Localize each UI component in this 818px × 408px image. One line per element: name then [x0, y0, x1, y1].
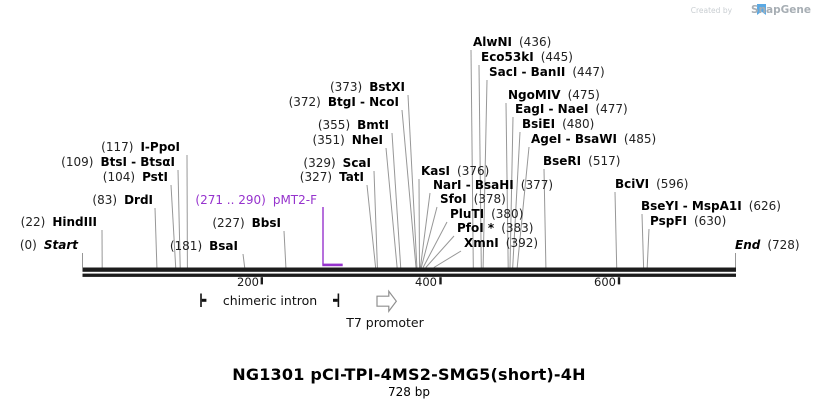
site-label-kasi[interactable]: KasI (376): [421, 164, 490, 178]
map-length: 728 bp: [388, 385, 430, 399]
site-label-nari-bsahi[interactable]: NarI - BsaHI (377): [433, 178, 554, 192]
intron-marker-left[interactable]: [200, 293, 207, 308]
t7-promoter-arrow[interactable]: [376, 289, 398, 314]
primer-label-pmt2-f[interactable]: (271 .. 290) pMT2-F: [195, 193, 317, 207]
sequence-axis: [82, 267, 736, 277]
site-label-bsiei[interactable]: BsiEI (480): [522, 117, 595, 131]
axis-tick-200: 200: [237, 274, 259, 289]
axis-ticks: [260, 277, 621, 285]
site-label-pfoi[interactable]: PfoI * (383): [457, 221, 534, 235]
site-label-bcivi[interactable]: BciVI (596): [615, 177, 689, 191]
site-label-btsi[interactable]: (109) BtsI - BtsαI: [61, 155, 175, 169]
site-label-scai[interactable]: (329) ScaI: [303, 156, 371, 170]
site-label-start[interactable]: (0) Start: [19, 238, 78, 252]
primer-bar[interactable]: [322, 263, 343, 267]
watermark-brand: SnapGene: [751, 4, 811, 16]
site-label-xmni[interactable]: XmnI (392): [464, 236, 539, 250]
intron-label[interactable]: chimeric intron: [222, 292, 318, 308]
axis-tick-400: 400: [415, 274, 437, 289]
map-title: NG1301 pCI-TPI-4MS2-SMG5(short)-4H: [232, 365, 586, 384]
site-label-nhei[interactable]: (351) NheI: [312, 133, 383, 147]
site-label-end[interactable]: End (728): [735, 238, 800, 252]
site-label-bstxi[interactable]: (373) BstXI: [329, 80, 405, 94]
leader-lines: [82, 49, 736, 268]
intron-marker-right[interactable]: [333, 293, 340, 308]
site-label-btgi-ncoi[interactable]: (372) BtgI - NcoI: [288, 95, 399, 109]
site-label-bsai[interactable]: (181) BsaI: [169, 239, 238, 253]
site-label-pluti[interactable]: PluTI (380): [450, 207, 524, 221]
t7-promoter-label[interactable]: T7 promoter: [346, 314, 424, 330]
site-label-tati[interactable]: (327) TatI: [299, 170, 364, 184]
site-label-psti[interactable]: (104) PstI: [102, 170, 168, 184]
site-label-hindiii[interactable]: (22) HindIII: [20, 215, 97, 229]
watermark-created-by: Created by: [690, 5, 733, 15]
site-label-saci-banii[interactable]: SacI - BanII (447): [489, 65, 605, 79]
site-label-ngomiv[interactable]: NgoMIV (475): [508, 88, 600, 102]
site-label-drdi[interactable]: (83) DrdI: [92, 193, 153, 207]
watermark: Created by SnapGene: [691, 4, 811, 16]
site-label-sfoi[interactable]: SfoI (378): [440, 192, 506, 206]
site-label-eco53ki[interactable]: Eco53kI (445): [481, 50, 573, 64]
site-label-alwni[interactable]: AlwNI (436): [473, 35, 552, 49]
site-label-bseyi-mspa1i[interactable]: BseYI - MspA1I (626): [641, 199, 781, 213]
site-label-bseri[interactable]: BseRI (517): [543, 154, 621, 168]
snapgene-logo-icon: [757, 4, 766, 15]
site-label-pspfi[interactable]: PspFI (630): [650, 214, 727, 228]
site-label-eagi-naei[interactable]: EagI - NaeI (477): [515, 102, 628, 116]
axis-tick-600: 600: [594, 274, 616, 289]
site-label-agei-bsawi[interactable]: AgeI - BsaWI (485): [531, 132, 657, 146]
site-label-i-ppoi[interactable]: (117) I-PpoI: [101, 140, 180, 154]
site-label-bbsi[interactable]: (227) BbsI: [212, 216, 281, 230]
site-label-bmti[interactable]: (355) BmtI: [317, 118, 389, 132]
